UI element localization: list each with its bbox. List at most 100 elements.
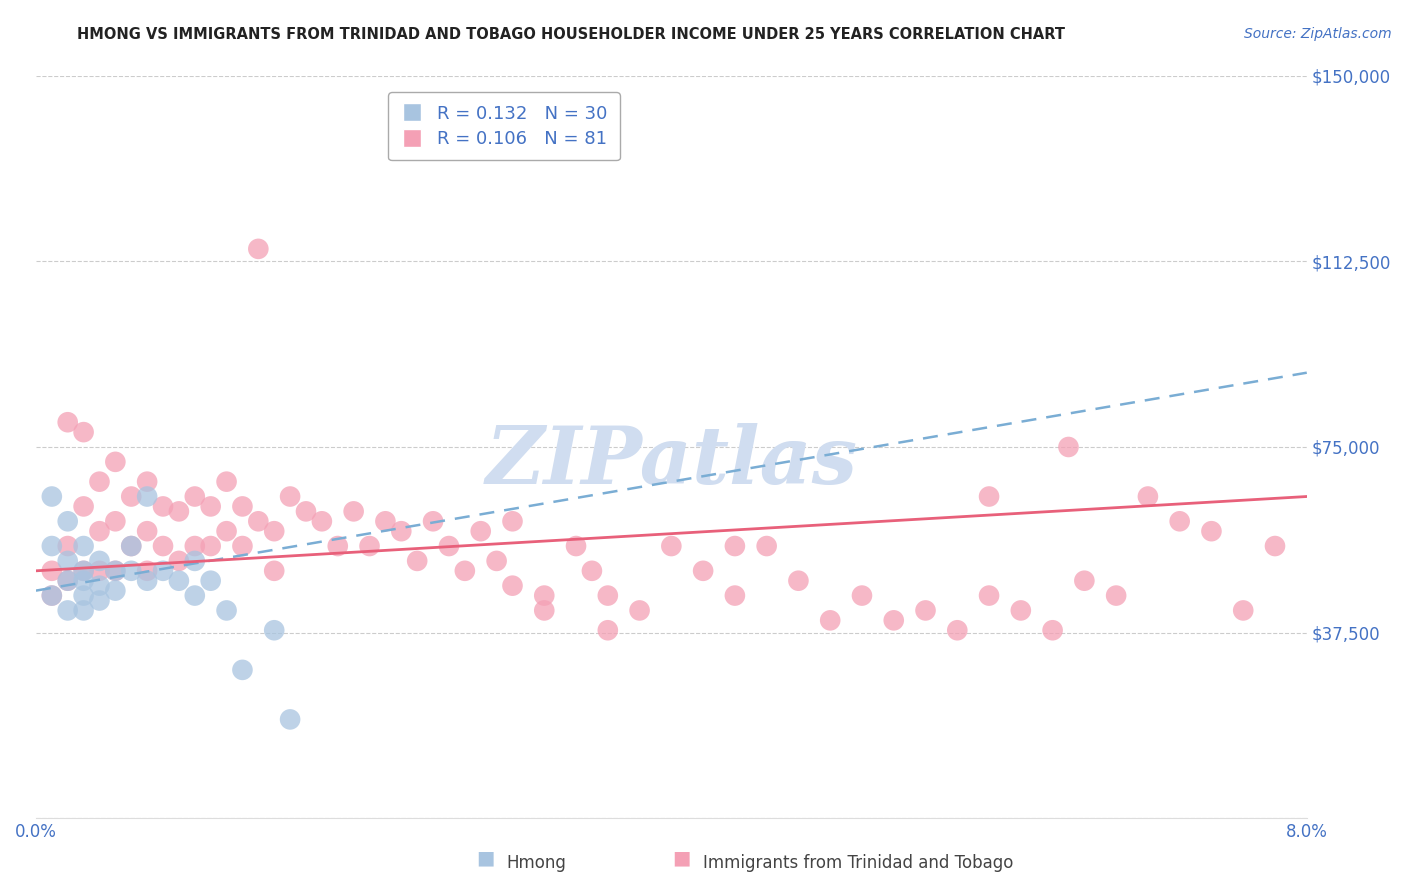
Point xyxy=(389,524,412,539)
Point xyxy=(818,613,841,627)
Point xyxy=(184,490,207,504)
Point xyxy=(787,574,810,588)
Point xyxy=(89,475,111,489)
Point xyxy=(152,564,174,578)
Point xyxy=(104,514,127,528)
Point xyxy=(565,539,588,553)
Point xyxy=(56,574,79,588)
Point xyxy=(56,415,79,429)
Point xyxy=(104,564,127,578)
Point xyxy=(278,713,301,727)
Point xyxy=(200,574,222,588)
Point xyxy=(724,539,747,553)
Text: ■: ■ xyxy=(475,848,495,867)
Point xyxy=(72,574,94,588)
Point xyxy=(374,514,396,528)
Point xyxy=(263,524,285,539)
Point xyxy=(1010,603,1032,617)
Point xyxy=(628,603,651,617)
Point xyxy=(56,554,79,568)
Point xyxy=(167,574,190,588)
Point xyxy=(184,539,207,553)
Point xyxy=(120,490,142,504)
Point xyxy=(56,603,79,617)
Point xyxy=(89,564,111,578)
Point xyxy=(215,524,238,539)
Point xyxy=(454,564,477,578)
Point xyxy=(1057,440,1080,454)
Point xyxy=(215,475,238,489)
Point xyxy=(89,579,111,593)
Point xyxy=(104,564,127,578)
Point xyxy=(72,589,94,603)
Point xyxy=(41,539,63,553)
Point xyxy=(167,504,190,518)
Point xyxy=(136,524,159,539)
Text: HMONG VS IMMIGRANTS FROM TRINIDAD AND TOBAGO HOUSEHOLDER INCOME UNDER 25 YEARS C: HMONG VS IMMIGRANTS FROM TRINIDAD AND TO… xyxy=(77,27,1066,42)
Point xyxy=(533,589,555,603)
Point xyxy=(200,539,222,553)
Point xyxy=(200,500,222,514)
Point xyxy=(278,490,301,504)
Point xyxy=(41,589,63,603)
Point xyxy=(581,564,603,578)
Point xyxy=(1201,524,1223,539)
Point xyxy=(184,589,207,603)
Point xyxy=(72,425,94,439)
Point xyxy=(167,554,190,568)
Point xyxy=(851,589,873,603)
Point xyxy=(152,500,174,514)
Text: ■: ■ xyxy=(672,848,692,867)
Point xyxy=(247,242,270,256)
Point xyxy=(56,539,79,553)
Legend: R = 0.132   N = 30, R = 0.106   N = 81: R = 0.132 N = 30, R = 0.106 N = 81 xyxy=(388,92,620,161)
Point xyxy=(596,589,619,603)
Text: Immigrants from Trinidad and Tobago: Immigrants from Trinidad and Tobago xyxy=(703,855,1014,872)
Point xyxy=(406,554,429,568)
Point xyxy=(231,500,253,514)
Point xyxy=(1073,574,1095,588)
Point xyxy=(596,624,619,638)
Point xyxy=(295,504,318,518)
Point xyxy=(89,524,111,539)
Point xyxy=(120,539,142,553)
Point xyxy=(231,663,253,677)
Point xyxy=(263,624,285,638)
Point xyxy=(72,539,94,553)
Point xyxy=(470,524,492,539)
Point xyxy=(184,554,207,568)
Point xyxy=(533,603,555,617)
Point xyxy=(422,514,444,528)
Point xyxy=(136,490,159,504)
Point xyxy=(437,539,460,553)
Point xyxy=(946,624,969,638)
Point xyxy=(1042,624,1064,638)
Point xyxy=(1264,539,1286,553)
Point xyxy=(1168,514,1191,528)
Point xyxy=(724,589,747,603)
Point xyxy=(247,514,270,528)
Point xyxy=(502,579,524,593)
Point xyxy=(311,514,333,528)
Point xyxy=(977,589,1000,603)
Point xyxy=(659,539,682,553)
Text: ZIPatlas: ZIPatlas xyxy=(485,423,858,500)
Point xyxy=(343,504,366,518)
Point xyxy=(231,539,253,553)
Point xyxy=(152,539,174,553)
Point xyxy=(72,564,94,578)
Point xyxy=(485,554,508,568)
Point xyxy=(89,554,111,568)
Point xyxy=(359,539,381,553)
Point xyxy=(883,613,905,627)
Text: Source: ZipAtlas.com: Source: ZipAtlas.com xyxy=(1244,27,1392,41)
Text: Hmong: Hmong xyxy=(506,855,567,872)
Point xyxy=(136,475,159,489)
Point xyxy=(72,603,94,617)
Point xyxy=(977,490,1000,504)
Point xyxy=(41,564,63,578)
Point xyxy=(215,603,238,617)
Point xyxy=(1136,490,1159,504)
Point xyxy=(120,564,142,578)
Point xyxy=(692,564,714,578)
